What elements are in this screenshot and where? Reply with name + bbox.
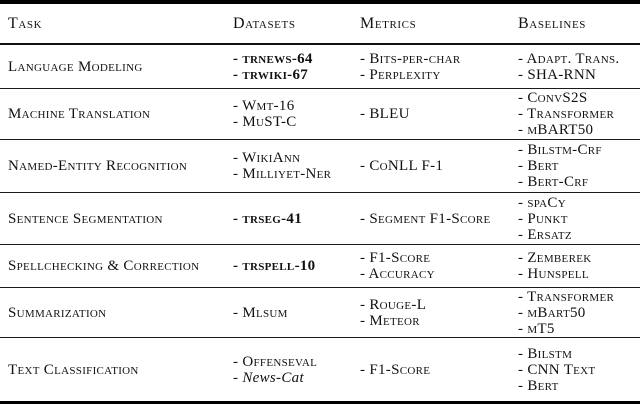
baseline-item: - Ersatz [518,226,572,243]
task-label: Machine Translation [8,106,151,122]
baselines-cell: - Adapt. Trans. - SHA-RNN [518,45,640,88]
metric-item: - F1-Score [360,250,431,266]
baseline-item: - CNN Text [518,361,596,378]
metric-item: - Segment F1-Score [360,210,491,227]
table-row: Text Classification - Offenseval - News-C… [0,338,640,401]
table-row: Spellchecking & Correction - trspell-10 … [0,245,640,288]
datasets-cell: - Wmt-16- MuST-C [233,89,360,139]
dataset-item: - MuST-C [233,114,297,130]
dataset-item: - trnews-64 [233,50,313,67]
metric-item: - F1-Score [360,361,431,378]
task-label: Summarization [8,304,107,321]
baseline-item: - Transformer [518,106,615,122]
datasets-cell: - Offenseval - News-Cat [233,338,360,401]
table-row: Named-Entity Recognition - WikiAnn - Mill… [0,140,640,193]
task-label: Named-Entity Recognition [8,158,188,174]
metrics-cell: - Bits-per-char - Perplexity [360,45,518,88]
metric-item: - Bits-per-char [360,50,461,67]
column-header-baselines: Baselines [518,14,587,32]
metric-item: - Perplexity [360,66,441,83]
task-label: Spellchecking & Correction [8,258,200,274]
metric-item: - Rouge-L [360,296,427,313]
baseline-item: - Punkt [518,210,568,227]
table-header-row: Task Datasets Metrics Baselines [0,4,640,45]
table-top-rule [0,0,640,4]
task-cell: Language Modeling [0,45,233,88]
task-label: Language Modeling [8,58,143,75]
task-cell: Machine Translation [0,89,233,139]
baseline-item: - mBart50 [518,304,586,321]
dataset-item: - trseg-41 [233,210,303,227]
table-body: Language Modeling - trnews-64- trwiki-67… [0,45,640,401]
metric-item: - BLEU [360,106,410,122]
baseline-item: - ConvS2S [518,90,588,106]
task-label: Sentence Segmentation [8,210,163,227]
datasets-cell: - WikiAnn - Milliyet-Ner [233,140,360,192]
baseline-item: - Bert [518,158,559,174]
baseline-item: - mT5 [518,320,555,337]
task-cell: Text Classification [0,338,233,401]
datasets-cell: - trseg-41 [233,193,360,244]
table-row: Sentence Segmentation - trseg-41 - Segme… [0,193,640,245]
dataset-item: - Offenseval [233,353,318,370]
metrics-cell: - Rouge-L - Meteor [360,288,518,337]
column-header-task: Task [8,14,43,32]
column-header-datasets: Datasets [233,14,296,32]
table-row: Summarization - Mlsum - Rouge-L - Meteor … [0,288,640,338]
baseline-item: - Bilstm [518,345,573,362]
dataset-item: - Mlsum [233,304,288,321]
baseline-item: - Zemberek [518,250,592,266]
task-label: Text Classification [8,361,139,378]
dataset-item: - WikiAnn [233,150,301,166]
metrics-cell: - BLEU [360,89,518,139]
baseline-item: - spaCy [518,194,566,211]
task-cell: Spellchecking & Correction [0,245,233,287]
datasets-cell: - trnews-64- trwiki-67 [233,45,360,88]
table-row: Machine Translation - Wmt-16- MuST-C - B… [0,89,640,140]
task-cell: Summarization [0,288,233,337]
metric-item: - Accuracy [360,266,435,282]
metrics-cell: - Segment F1-Score [360,193,518,244]
dataset-item: - trspell-10 [233,258,316,274]
baselines-cell: - Transformer - mBart50- mT5 [518,288,640,337]
table-row: Language Modeling - trnews-64- trwiki-67… [0,45,640,89]
baseline-item: - Bert-Crf [518,174,589,190]
baseline-item: - Bert [518,377,559,394]
baselines-cell: - ConvS2S - Transformer - mBART50 [518,89,640,139]
baselines-cell: - Bilstm-Crf - Bert - Bert-Crf [518,140,640,192]
task-cell: Sentence Segmentation [0,193,233,244]
baselines-cell: - spaCy - Punkt - Ersatz [518,193,640,244]
metrics-cell: - F1-Score - Accuracy [360,245,518,287]
baseline-item: - Bilstm-Crf [518,142,602,158]
metric-item: - Meteor [360,312,420,329]
datasets-cell: - trspell-10 [233,245,360,287]
baselines-cell: - Bilstm - CNN Text - Bert [518,338,640,401]
baseline-item: - Transformer [518,288,615,305]
baseline-item: - SHA-RNN [518,66,597,83]
baseline-item: - Adapt. Trans. [518,50,620,67]
task-cell: Named-Entity Recognition [0,140,233,192]
table-bottom-rule [0,401,640,404]
dataset-item: - News-Cat [233,369,304,386]
metric-item: - CoNLL F-1 [360,158,444,174]
column-header-metrics: Metrics [360,14,417,32]
baseline-item: - mBART50 [518,122,594,138]
metrics-cell: - F1-Score [360,338,518,401]
baseline-item: - Hunspell [518,266,589,282]
metrics-cell: - CoNLL F-1 [360,140,518,192]
dataset-item: - trwiki-67 [233,66,309,83]
baselines-cell: - Zemberek - Hunspell [518,245,640,287]
dataset-item: - Wmt-16 [233,98,295,114]
dataset-item: - Milliyet-Ner [233,166,332,182]
datasets-cell: - Mlsum [233,288,360,337]
